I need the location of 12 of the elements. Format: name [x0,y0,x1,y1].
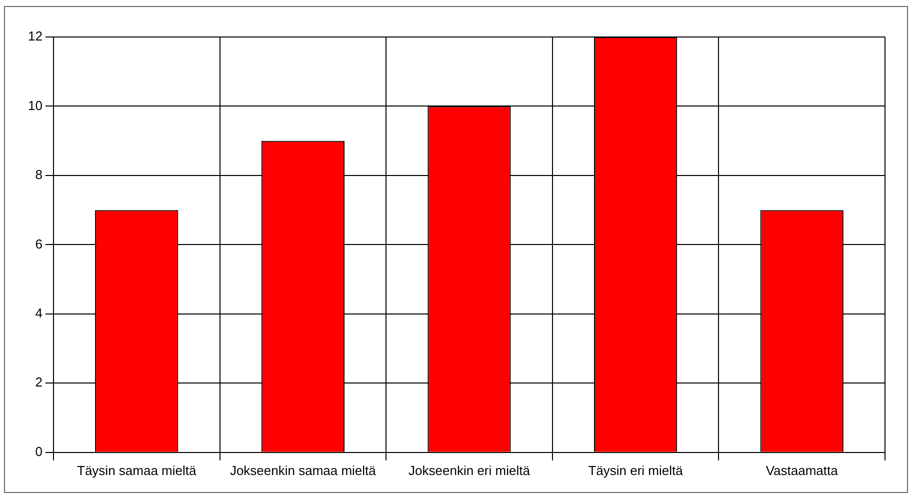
y-tick-label: 12 [28,28,42,44]
y-tick-label: 6 [35,236,42,252]
x-tick-label: Täysin eri mieltä [588,462,684,478]
y-tick-label: 10 [28,98,42,113]
x-tick-label: Jokseenkin samaa mieltä [230,462,377,478]
y-tick-label: 8 [35,167,42,182]
x-tick-label: Jokseenkin eri mieltä [408,462,531,478]
y-tick-label: 4 [35,306,42,321]
y-tick-label: 2 [35,374,42,390]
x-tick-label: Täysin samaa mieltä [77,462,197,478]
x-tick-label: Vastaamatta [766,462,839,478]
y-tick-label: 0 [35,444,42,459]
